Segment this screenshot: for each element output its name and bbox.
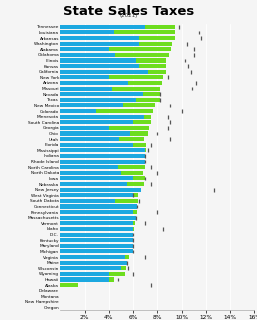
Bar bbox=[139, 42, 172, 46]
Bar bbox=[119, 137, 144, 141]
Bar bbox=[133, 227, 134, 231]
Bar bbox=[109, 75, 163, 79]
Bar bbox=[143, 92, 160, 96]
Bar bbox=[60, 103, 123, 108]
Bar bbox=[133, 176, 144, 180]
Bar bbox=[125, 255, 129, 259]
Bar bbox=[127, 182, 144, 186]
Bar bbox=[60, 171, 121, 175]
Bar bbox=[60, 182, 127, 186]
Bar bbox=[60, 86, 112, 91]
Bar bbox=[136, 98, 160, 102]
Bar bbox=[60, 64, 139, 68]
Bar bbox=[60, 98, 136, 102]
Bar bbox=[60, 126, 109, 130]
Bar bbox=[114, 30, 175, 35]
Bar bbox=[60, 92, 143, 96]
Bar bbox=[139, 36, 175, 40]
Bar bbox=[144, 115, 151, 119]
Bar bbox=[133, 210, 137, 214]
Bar bbox=[60, 283, 78, 287]
Bar bbox=[60, 59, 136, 62]
Bar bbox=[118, 165, 145, 169]
Bar bbox=[148, 70, 166, 74]
Bar bbox=[60, 115, 144, 119]
Bar bbox=[96, 109, 153, 113]
Bar bbox=[60, 249, 133, 253]
Bar bbox=[60, 70, 148, 74]
Bar bbox=[60, 109, 96, 113]
Bar bbox=[60, 36, 139, 40]
Bar bbox=[60, 193, 133, 197]
Bar bbox=[130, 132, 148, 136]
Bar bbox=[60, 47, 109, 51]
Bar bbox=[60, 261, 127, 265]
Bar bbox=[128, 81, 162, 85]
Bar bbox=[60, 160, 145, 164]
Text: State Sales Taxes: State Sales Taxes bbox=[63, 5, 194, 18]
Bar bbox=[60, 81, 128, 85]
Bar bbox=[60, 227, 133, 231]
Bar bbox=[145, 25, 175, 29]
Bar bbox=[60, 25, 145, 29]
Bar bbox=[145, 148, 146, 152]
Bar bbox=[60, 238, 133, 242]
Bar bbox=[60, 75, 109, 79]
Bar bbox=[109, 126, 149, 130]
Bar bbox=[60, 143, 133, 147]
Bar bbox=[115, 53, 169, 57]
Bar bbox=[60, 216, 136, 220]
Bar bbox=[121, 266, 126, 270]
Bar bbox=[60, 176, 133, 180]
Bar bbox=[133, 193, 138, 197]
Bar bbox=[60, 53, 115, 57]
Bar bbox=[60, 244, 133, 248]
Bar bbox=[60, 42, 139, 46]
Bar bbox=[60, 233, 133, 236]
Bar bbox=[60, 137, 119, 141]
Bar bbox=[109, 272, 125, 276]
Bar bbox=[60, 148, 145, 152]
Bar bbox=[123, 103, 155, 108]
Bar bbox=[60, 188, 141, 192]
Bar bbox=[136, 59, 166, 62]
Bar bbox=[133, 143, 146, 147]
Bar bbox=[60, 120, 133, 124]
Bar bbox=[60, 221, 133, 225]
Bar bbox=[60, 255, 125, 259]
Text: (2021): (2021) bbox=[119, 13, 138, 19]
Bar bbox=[133, 221, 135, 225]
Bar bbox=[115, 199, 138, 203]
Bar bbox=[60, 266, 121, 270]
Bar bbox=[121, 171, 143, 175]
Bar bbox=[112, 86, 160, 91]
Bar bbox=[60, 165, 118, 169]
Bar bbox=[60, 204, 137, 209]
Bar bbox=[60, 199, 115, 203]
Bar bbox=[60, 154, 145, 158]
Bar bbox=[133, 120, 151, 124]
Bar bbox=[60, 272, 109, 276]
Bar bbox=[60, 30, 114, 35]
Bar bbox=[60, 132, 130, 136]
Bar bbox=[60, 277, 109, 282]
Bar bbox=[139, 64, 166, 68]
Bar bbox=[109, 47, 171, 51]
Bar bbox=[109, 277, 114, 282]
Bar bbox=[60, 210, 133, 214]
